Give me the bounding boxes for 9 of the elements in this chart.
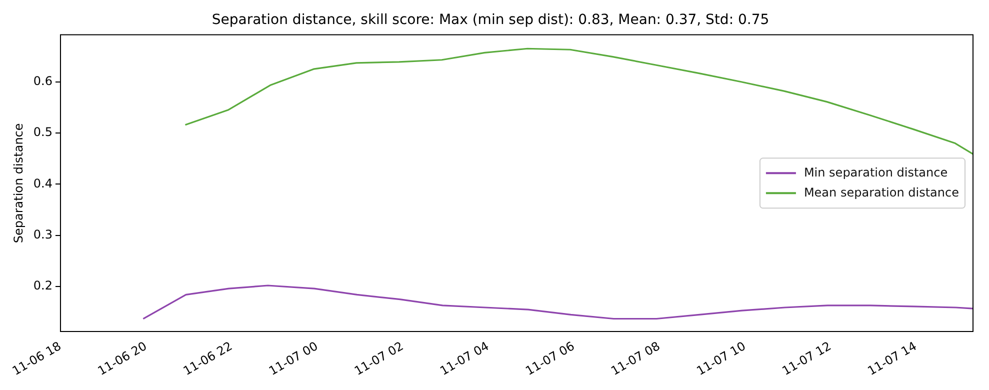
y-tick-label: 0.5	[33, 125, 52, 140]
y-axis-title: Separation distance	[11, 123, 26, 244]
chart-title: Separation distance, skill score: Max (min sep dist): 0.83, Mean: 0.37, Std: 0.75	[212, 12, 770, 28]
legend-label: Min separation distance	[804, 165, 948, 180]
legend-label: Mean separation distance	[804, 185, 960, 200]
y-tick-label: 0.3	[33, 227, 52, 242]
y-tick-label: 0.4	[33, 176, 52, 190]
y-tick-label: 0.6	[33, 74, 52, 88]
y-tick-label: 0.2	[33, 278, 52, 293]
